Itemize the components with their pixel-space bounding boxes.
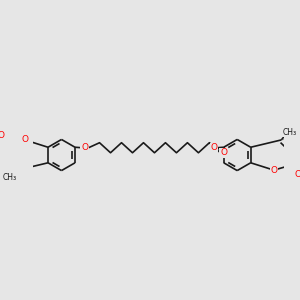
- Text: O: O: [21, 135, 28, 144]
- Text: O: O: [211, 143, 218, 152]
- Text: O: O: [270, 166, 278, 175]
- Text: O: O: [220, 148, 227, 157]
- Text: CH₃: CH₃: [282, 128, 296, 137]
- Text: O: O: [81, 143, 88, 152]
- Text: O: O: [294, 170, 300, 179]
- Text: O: O: [0, 131, 5, 140]
- Text: CH₃: CH₃: [2, 173, 16, 182]
